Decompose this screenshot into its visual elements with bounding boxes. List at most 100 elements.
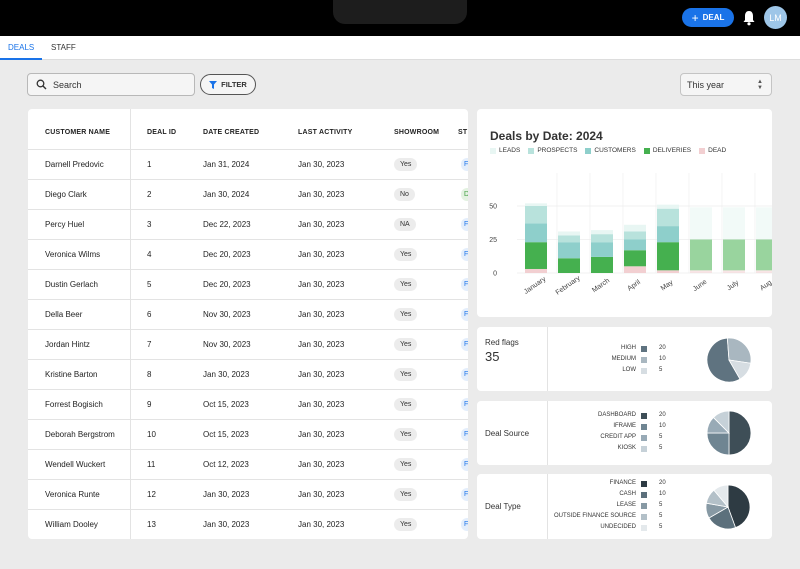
deal-type-card: Deal Type FINANCE 20 CASH 10 LEASE 5 OUTSIDE FI… (477, 474, 772, 539)
deal-id-cell: 1 (147, 160, 152, 169)
showroom-chip: Yes (394, 398, 418, 411)
x-tick-label: April (626, 279, 642, 293)
breakdown-label: UNDECIDED (600, 524, 636, 530)
card-label-area: Red flags 35 (477, 327, 548, 391)
date-created-cell: Jan 31, 2024 (203, 160, 250, 169)
add-deal-label: DEAL (702, 13, 725, 22)
column-header[interactable]: DATE CREATED (203, 129, 260, 136)
table-row[interactable]: Kristine Barton 8 Jan 30, 2023 Jan 30, 2023… (28, 359, 468, 389)
breakdown-swatch (641, 503, 647, 509)
bar-segment (525, 268, 547, 273)
deal-id-cell: 8 (147, 370, 152, 379)
breakdown-row: LEASE 5 (549, 501, 679, 511)
customer-name-cell: Veronica Wilms (45, 250, 101, 259)
customer-name-cell: Darnell Predovic (45, 160, 104, 169)
stage-chip: F (461, 218, 468, 231)
filter-button[interactable]: FILTER (200, 74, 256, 95)
showroom-chip: Yes (394, 518, 418, 531)
legend-swatch (643, 147, 650, 154)
column-header[interactable]: CUSTOMER NAME (45, 129, 111, 136)
customer-name-cell: Wendell Wuckert (45, 460, 106, 469)
last-activity-cell: Jan 30, 2023 (298, 280, 345, 289)
table-row[interactable]: William Dooley 13 Jan 30, 2023 Jan 30, 2023… (28, 509, 468, 539)
customer-name-cell: Forrest Bogisich (45, 400, 103, 409)
period-select[interactable]: This year ▲ ▼ (680, 73, 772, 96)
breakdown-label: LOW (622, 367, 636, 373)
breakdown-value: 20 (659, 480, 666, 486)
last-activity-cell: Jan 30, 2023 (298, 160, 345, 169)
table-row[interactable]: Percy Huel 3 Dec 22, 2023 Jan 30, 2023 NA F (28, 209, 468, 239)
table-row[interactable]: Deborah Bergstrom 10 Oct 15, 2023 Jan 30, 2… (28, 419, 468, 449)
customer-name-cell: Della Beer (45, 310, 83, 319)
bar-segment (525, 242, 547, 269)
table-row[interactable]: Wendell Wuckert 11 Oct 12, 2023 Jan 30, 202… (28, 449, 468, 479)
last-activity-cell: Jan 30, 2023 (298, 520, 345, 529)
table-row[interactable]: Dustin Gerlach 5 Dec 20, 2023 Jan 30, 2023 Y… (28, 269, 468, 299)
breakdown-value: 5 (659, 524, 663, 530)
breakdown-label: MEDIUM (611, 356, 636, 362)
breakdown-value: 10 (659, 491, 666, 497)
breakdown-row: MEDIUM 10 (549, 355, 679, 365)
search-placeholder: Search (53, 79, 82, 90)
breakdown-label: CREDIT APP (600, 434, 636, 440)
customer-name-cell: Deborah Bergstrom (45, 430, 115, 439)
bar-segment (591, 242, 613, 257)
bell-icon[interactable] (742, 10, 756, 26)
legend-label: DEAD (708, 147, 727, 154)
table-row[interactable]: Forrest Bogisich 9 Oct 15, 2023 Jan 30, 202… (28, 389, 468, 419)
showroom-chip: Yes (394, 428, 418, 441)
legend-item: LEADS (490, 147, 520, 154)
card-label: Deal Type (485, 502, 521, 511)
pie-slice (727, 484, 751, 529)
deal-id-cell: 7 (147, 340, 152, 349)
legend-label: DELIVERIES (652, 147, 692, 154)
last-activity-cell: Jan 30, 2023 (298, 460, 345, 469)
deal-id-cell: 12 (147, 490, 156, 499)
breakdown-swatch (641, 446, 647, 452)
legend-swatch (490, 147, 496, 154)
x-tick-label: June (692, 278, 709, 293)
bar-segment (558, 235, 580, 243)
table-row[interactable]: Jordan Hintz 7 Nov 30, 2023 Jan 30, 2023 Yes… (28, 329, 468, 359)
bar-segment (525, 223, 547, 243)
bar-segment (624, 250, 646, 267)
bar-segment (558, 242, 580, 259)
add-deal-button[interactable]: + DEAL (682, 8, 734, 27)
pie-slice (706, 432, 730, 456)
legend-label: CUSTOMERS (594, 147, 636, 154)
user-avatar[interactable]: LM (764, 6, 787, 29)
bar-segment (657, 270, 679, 273)
tab-deals[interactable]: DEALS (0, 36, 43, 60)
stage-chip: F (461, 278, 468, 291)
bar-segment (525, 203, 547, 206)
deals-by-date-card: 0 25 50 January February March April May June Jul… (477, 109, 772, 317)
bar-segment (756, 270, 772, 273)
column-header[interactable]: ST (458, 129, 468, 136)
y-tick-label: 0 (493, 271, 497, 278)
breakdown-swatch (641, 435, 647, 441)
customer-name-cell: Diego Clark (45, 190, 87, 199)
bar-segment (558, 258, 580, 273)
breakdown-value: 20 (659, 345, 666, 351)
table-row[interactable]: Della Beer 6 Nov 30, 2023 Jan 30, 2023 Yes F (28, 299, 468, 329)
deal-id-cell: 3 (147, 220, 152, 229)
showroom-chip: Yes (394, 278, 418, 291)
search-input[interactable]: Search (27, 73, 195, 96)
bar-segment (624, 266, 646, 273)
showroom-chip: Yes (394, 158, 418, 171)
y-tick-label: 25 (489, 237, 497, 244)
column-header[interactable]: SHOWROOM (394, 129, 440, 136)
table-row[interactable]: Veronica Runte 12 Jan 30, 2023 Jan 30, 2023… (28, 479, 468, 509)
breakdown-row: FINANCE 20 (549, 479, 679, 489)
date-created-cell: Jan 30, 2023 (203, 370, 250, 379)
tab-staff[interactable]: STAFF (51, 43, 76, 52)
pie-slice (728, 359, 752, 380)
column-header[interactable]: DEAL ID (147, 129, 177, 136)
table-row[interactable]: Diego Clark 2 Jan 30, 2024 Jan 30, 2023 No D (28, 179, 468, 209)
top-bar: + DEAL LM (0, 0, 800, 36)
table-row[interactable]: Veronica Wilms 4 Dec 20, 2023 Jan 30, 2023 Y… (28, 239, 468, 269)
column-header[interactable]: LAST ACTIVITY (298, 129, 353, 136)
stage-chip: F (461, 158, 468, 171)
legend-swatch (528, 147, 535, 154)
table-row[interactable]: Darnell Predovic 1 Jan 31, 2024 Jan 30, 202… (28, 149, 468, 179)
